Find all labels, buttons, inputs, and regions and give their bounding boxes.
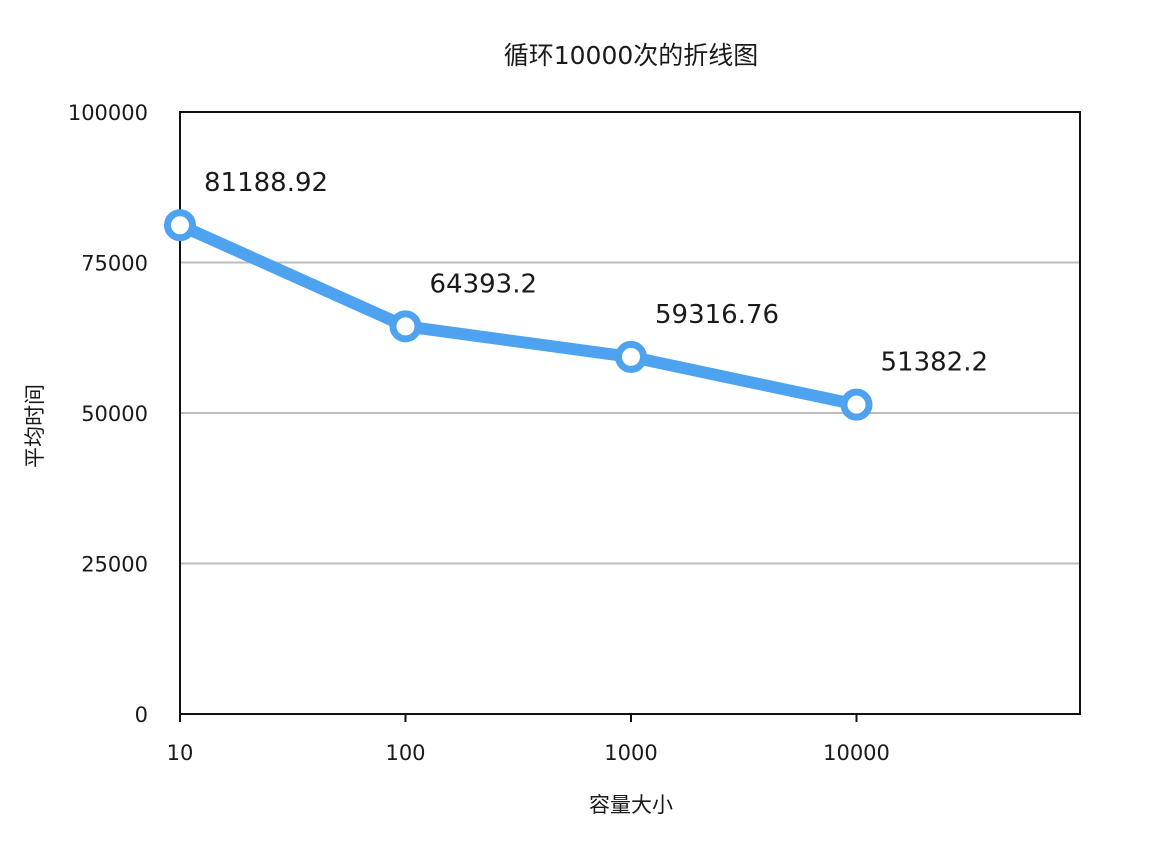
y-axis-title: 平均时间 [23,384,47,468]
data-label: 64393.2 [430,269,538,299]
data-point [615,340,647,373]
data-label-group: 81188.92 64393.2 59316.76 51382.2 [204,168,988,377]
series-line-group [164,209,873,421]
data-point [840,388,873,421]
x-tick-label: 1000 [604,741,657,765]
data-point [389,310,422,343]
x-tick-label: 100 [385,741,425,765]
y-tick-label: 100000 [68,101,148,125]
chart-title: 循环10000次的折线图 [504,41,759,70]
x-axis-tick-labels: 10 100 1000 10000 [167,741,890,765]
data-label: 81188.92 [204,168,328,198]
y-tick-label: 0 [135,703,148,727]
x-axis-title: 容量大小 [589,793,673,817]
x-tick-label: 10000 [823,741,890,765]
series-line [174,219,863,411]
data-label: 59316.76 [655,300,779,330]
y-tick-label: 75000 [81,252,148,276]
gridlines [180,261,1080,565]
x-axis-ticks [179,714,858,722]
data-point [164,209,196,242]
data-label: 51382.2 [881,348,989,378]
y-tick-label: 50000 [81,402,148,426]
x-tick-label: 10 [167,741,194,765]
y-axis-tick-labels: 0 25000 50000 75000 100000 [68,101,148,727]
y-tick-label: 25000 [81,553,148,577]
